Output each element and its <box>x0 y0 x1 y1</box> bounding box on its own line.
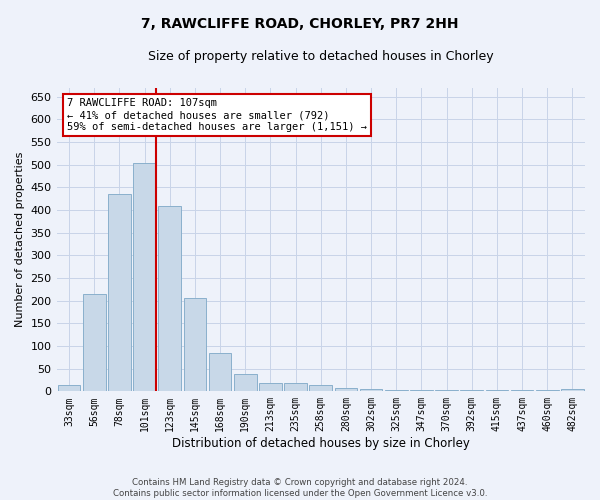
Bar <box>184 298 206 392</box>
Bar <box>536 390 559 392</box>
Bar <box>58 384 80 392</box>
Text: 7 RAWCLIFFE ROAD: 107sqm
← 41% of detached houses are smaller (792)
59% of semi-: 7 RAWCLIFFE ROAD: 107sqm ← 41% of detach… <box>67 98 367 132</box>
Bar <box>485 390 508 392</box>
Bar <box>310 384 332 392</box>
Bar <box>284 383 307 392</box>
Bar <box>259 383 282 392</box>
Bar <box>511 390 533 392</box>
Title: Size of property relative to detached houses in Chorley: Size of property relative to detached ho… <box>148 50 494 63</box>
Bar <box>561 389 584 392</box>
Bar <box>385 390 407 392</box>
Bar <box>360 389 382 392</box>
Bar <box>335 388 357 392</box>
Bar <box>410 390 433 392</box>
Y-axis label: Number of detached properties: Number of detached properties <box>15 152 25 327</box>
Bar <box>108 194 131 392</box>
X-axis label: Distribution of detached houses by size in Chorley: Distribution of detached houses by size … <box>172 437 470 450</box>
Text: 7, RAWCLIFFE ROAD, CHORLEY, PR7 2HH: 7, RAWCLIFFE ROAD, CHORLEY, PR7 2HH <box>141 18 459 32</box>
Bar <box>234 374 257 392</box>
Bar <box>460 390 483 392</box>
Bar <box>209 353 232 392</box>
Text: Contains HM Land Registry data © Crown copyright and database right 2024.
Contai: Contains HM Land Registry data © Crown c… <box>113 478 487 498</box>
Bar <box>83 294 106 392</box>
Bar <box>435 390 458 392</box>
Bar <box>158 206 181 392</box>
Bar <box>133 162 156 392</box>
